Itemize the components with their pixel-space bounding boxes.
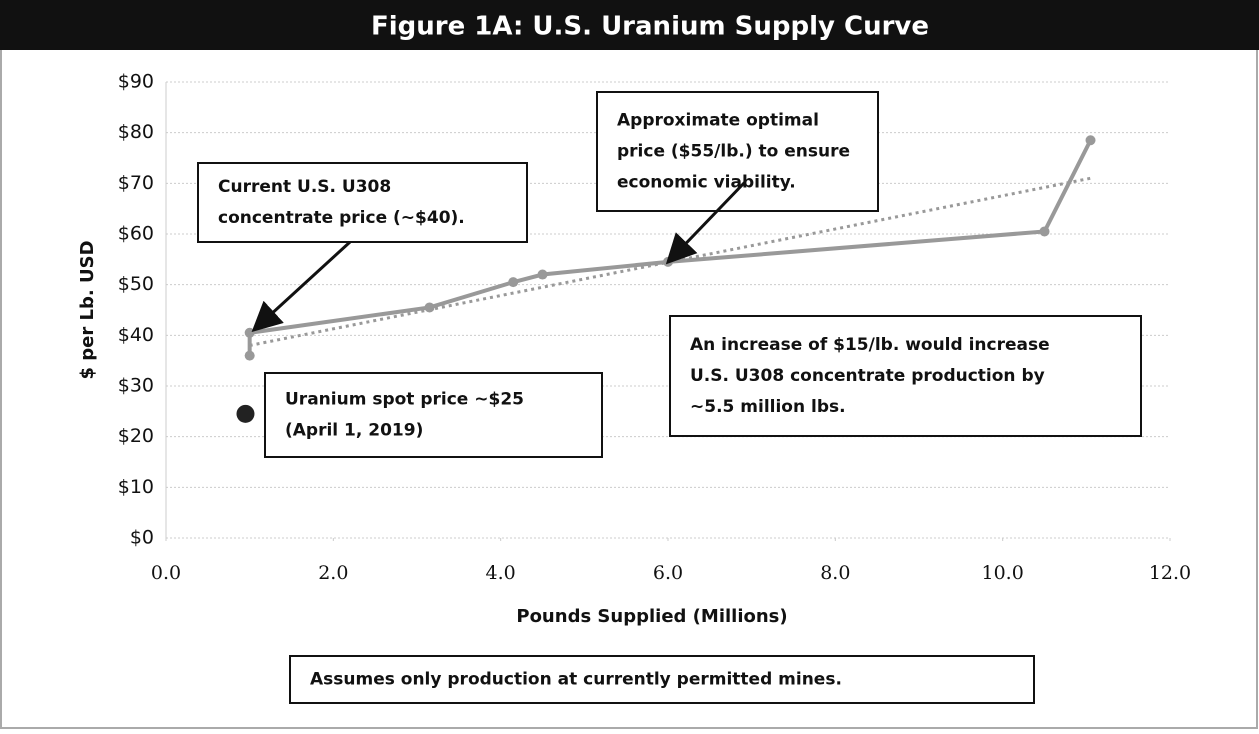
annotation-text: Assumes only production at currently per… [310,670,842,690]
x-tick-label: 4.0 [486,562,516,584]
y-tick-label: $30 [118,375,154,397]
x-axis-title: Pounds Supplied (Millions) [516,606,787,627]
y-tick-label: $50 [118,273,154,295]
annotation-text: An increase of $15/lb. would increase [690,335,1050,355]
annotation-text: ~5.5 million lbs. [690,397,846,417]
point [424,302,435,313]
point [537,269,548,280]
annotation-text: Uranium spot price ~$25 [285,390,524,410]
y-tick-label: $80 [118,121,154,143]
point [1085,135,1096,146]
x-tick-label: 8.0 [820,562,850,584]
annotation-box [264,372,603,458]
y-tick-label: $90 [118,71,154,93]
y-tick-label: $40 [118,324,154,346]
y-tick-label: $0 [130,527,154,549]
annotation-text: U.S. U308 concentrate production by [690,366,1045,386]
annotation-text: Approximate optimal [617,111,819,131]
chart-title: Figure 1A: U.S. Uranium Supply Curve [371,12,929,42]
x-tick-label: 12.0 [1149,562,1191,584]
y-axis-title: $ per Lb. USD [77,240,98,379]
y-tick-label: $10 [118,476,154,498]
point [508,277,519,288]
annotation-text: concentrate price (~$40). [218,208,465,228]
arrow [665,180,747,265]
x-tick-label: 6.0 [653,562,683,584]
annotation-text: (April 1, 2019) [285,421,423,441]
point [244,327,255,338]
annotation-box [669,315,1142,437]
x-tick-label: 0.0 [151,562,181,584]
annotation-text: Current U.S. U308 [218,177,391,197]
annotation-box [289,655,1035,704]
y-tick-label: $20 [118,425,154,447]
annotation-text: economic viability. [617,173,796,193]
spot-point [236,404,255,423]
x-tick-label: 2.0 [318,562,348,584]
annotation-box [197,162,528,243]
arrow [251,240,352,333]
annotation-text: price ($55/lb.) to ensure [617,142,850,162]
point [244,350,255,361]
point [1039,226,1050,237]
y-tick-label: $70 [118,172,154,194]
x-tick-label: 10.0 [982,562,1024,584]
y-tick-label: $60 [118,223,154,245]
title-bar [0,0,1259,50]
